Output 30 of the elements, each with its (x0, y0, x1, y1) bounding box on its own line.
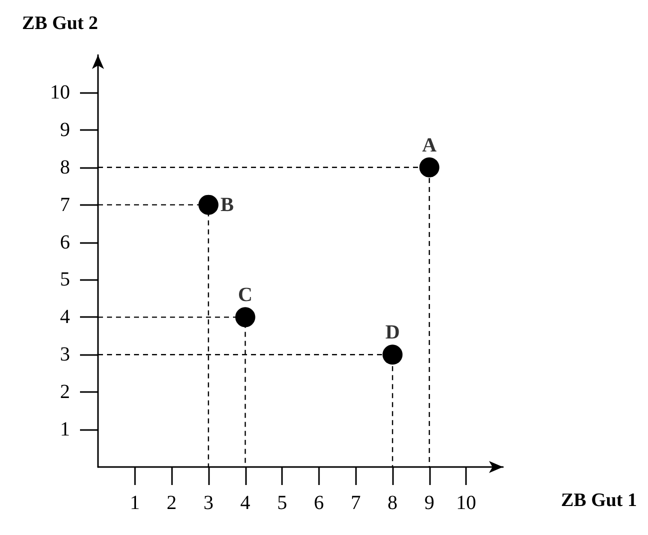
x-tick-label: 5 (277, 492, 288, 514)
y-tick-label: 10 (50, 81, 70, 104)
x-tick-label: 10 (456, 492, 476, 514)
point (419, 157, 440, 178)
x-tick-label: 7 (350, 492, 361, 514)
x-tick-label: 1 (130, 492, 140, 514)
y-tick-label: 7 (60, 194, 70, 216)
x-tick-label: 2 (166, 492, 177, 514)
y-tick-label: 2 (60, 381, 70, 404)
point (235, 307, 256, 328)
annotation: C (238, 284, 252, 306)
y-tick-label: 4 (60, 306, 70, 328)
x-tick-label: 9 (424, 492, 434, 514)
annotation: B (220, 194, 234, 216)
x-tick-label: 6 (314, 492, 324, 514)
y-tick-label: 5 (60, 268, 70, 291)
x-tick-label: 4 (240, 492, 250, 514)
x-tick-label: 3 (203, 492, 214, 514)
y-tick-label: 9 (60, 118, 70, 141)
y-tick-label: 1 (60, 418, 70, 441)
point (198, 194, 218, 215)
point (382, 344, 403, 365)
x-axis-title: ZB Gut 1 (560, 490, 638, 511)
y-tick-label: 6 (60, 231, 70, 254)
y-tick-label: 3 (60, 344, 70, 366)
x-tick-label: 8 (388, 492, 398, 514)
annotation: A (422, 134, 438, 156)
y-axis-title: ZB Gut 2 (22, 13, 98, 34)
y-tick-label: 8 (60, 156, 70, 178)
annotation: D (385, 322, 400, 344)
